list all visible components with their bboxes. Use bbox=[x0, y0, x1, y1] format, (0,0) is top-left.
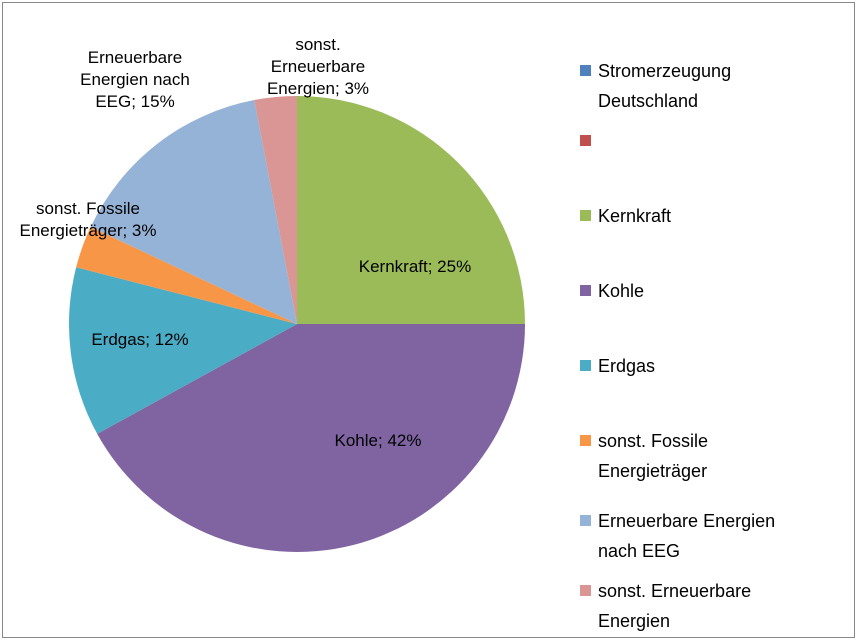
legend-swatch bbox=[580, 285, 591, 296]
legend-label: Kohle bbox=[598, 281, 645, 301]
data-label: Erdgas; 12% bbox=[91, 330, 189, 349]
data-label: sonst. Erneuerbare Energien; 3% bbox=[266, 35, 370, 98]
pie-slice bbox=[97, 324, 525, 553]
data-label: Kernkraft; 25% bbox=[358, 257, 472, 276]
data-label: Erneuerbare Energien nach EEG; 15% bbox=[80, 48, 190, 111]
data-label: sonst. Fossile Energieträger; 3% bbox=[19, 199, 157, 240]
legend-swatch bbox=[580, 585, 591, 596]
legend-label: Kernkraft bbox=[598, 206, 672, 226]
legend-swatch bbox=[580, 210, 591, 221]
legend-label: Stromerzeugung Deutschland bbox=[598, 61, 732, 111]
pie-slice bbox=[90, 100, 297, 324]
pie-slice bbox=[69, 267, 298, 434]
data-label: Kohle; 42% bbox=[334, 431, 422, 450]
pie-slice bbox=[254, 96, 297, 324]
pie-slice bbox=[76, 226, 297, 324]
legend-label: Erdgas bbox=[598, 356, 656, 376]
legend-label: sonst. Fossile Energieträger bbox=[598, 431, 709, 481]
legend-swatch bbox=[580, 65, 591, 76]
pie-slice bbox=[297, 96, 525, 324]
legend-swatch bbox=[580, 515, 591, 526]
legend-swatch bbox=[580, 135, 591, 146]
legend-swatch bbox=[580, 435, 591, 446]
legend-label: Erneuerbare Energien nach EEG bbox=[598, 511, 776, 561]
legend-swatch bbox=[580, 360, 591, 371]
legend-label: sonst. Erneuerbare Energien bbox=[598, 581, 752, 631]
